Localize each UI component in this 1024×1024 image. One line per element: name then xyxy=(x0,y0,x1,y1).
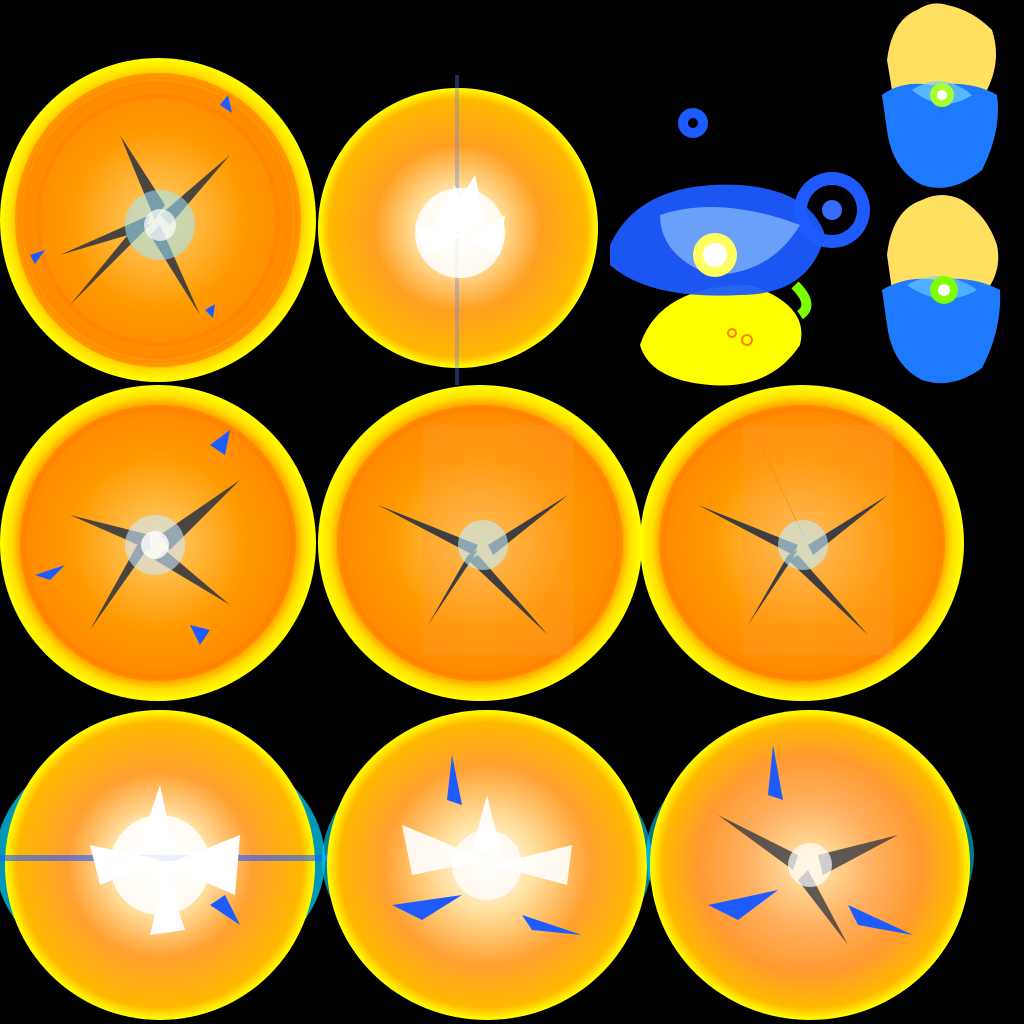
vortex-frame-1 xyxy=(600,105,880,390)
explosion-frame-6 xyxy=(0,705,330,1023)
explosion-frame-5 xyxy=(638,385,966,705)
flame-frame-1 xyxy=(872,0,1007,195)
explosion-frame-3 xyxy=(0,385,320,705)
explosion-frame-8 xyxy=(646,705,976,1023)
flame-frame-2 xyxy=(872,190,1007,390)
explosion-ring-graphic xyxy=(0,58,316,382)
explosion-frame-4 xyxy=(318,385,643,705)
explosion-frame-1 xyxy=(0,55,320,385)
explosion-frame-7 xyxy=(322,705,654,1023)
explosion-frame-2 xyxy=(315,65,605,395)
